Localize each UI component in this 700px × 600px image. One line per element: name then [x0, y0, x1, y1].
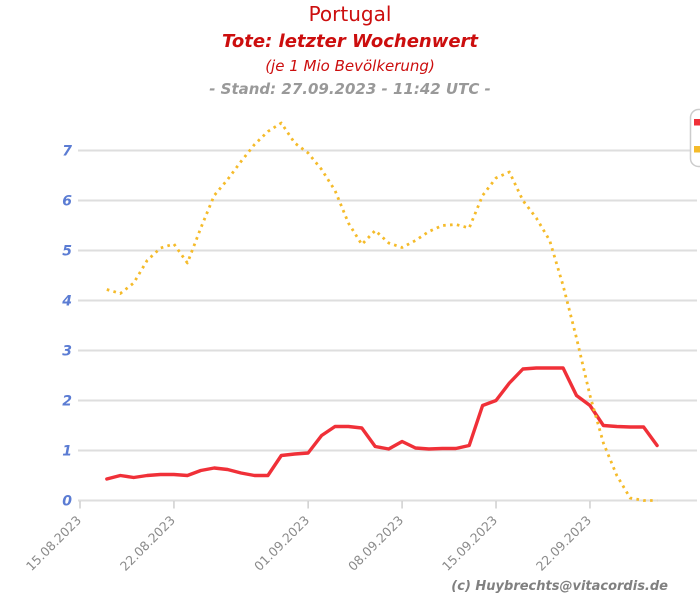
y-tick-label-7: 7	[62, 144, 72, 160]
y-tick-label-2: 2	[62, 394, 72, 410]
x-tick-label-08.09.2023: 08.09.2023	[345, 513, 406, 574]
x-tick-label-22.08.2023: 22.08.2023	[117, 513, 178, 574]
y-tick-label-3: 3	[62, 344, 72, 360]
series-lines	[105, 121, 659, 502]
chart-unit-note: (je 1 Mio Bevölkerung)	[265, 57, 435, 75]
legend-marker-yellow	[694, 146, 700, 153]
x-tick-label-15.09.2023: 15.09.2023	[439, 513, 500, 574]
y-tick-label-5: 5	[62, 244, 72, 260]
y-tick-label-6: 6	[62, 194, 72, 210]
page-title: Portugal	[308, 2, 392, 26]
x-tick-label-15.08.2023: 15.08.2023	[23, 513, 84, 574]
y-tick-label-1: 1	[62, 444, 72, 460]
x-axis: 15.08.2023 22.08.2023 01.09.2023 08.09.2023…	[23, 501, 594, 574]
legend	[689, 108, 700, 168]
y-tick-label-4: 4	[61, 294, 72, 310]
legend-box	[689, 108, 700, 168]
chart-subtitle: Tote: letzter Wochenwert	[221, 31, 479, 52]
legend-marker-red	[694, 119, 700, 126]
credit-text: (c) Huybrechts@vitacordis.de	[451, 579, 668, 594]
y-axis-labels: 0 1 2 3 4 5 6 7	[61, 144, 72, 510]
x-tick-label-22.09.2023: 22.09.2023	[533, 513, 594, 574]
gridlines	[78, 149, 697, 502]
chart-header: Portugal Tote: letzter Wochenwert (je 1 …	[0, 0, 700, 98]
chart-timestamp: - Stand: 27.09.2023 - 11:42 UTC -	[209, 80, 491, 98]
red-solid-series-line	[105, 366, 659, 481]
y-tick-label-0: 0	[62, 494, 72, 510]
x-tick-label-01.09.2023: 01.09.2023	[251, 513, 312, 574]
yellow-dotted-series-line	[106, 121, 658, 502]
